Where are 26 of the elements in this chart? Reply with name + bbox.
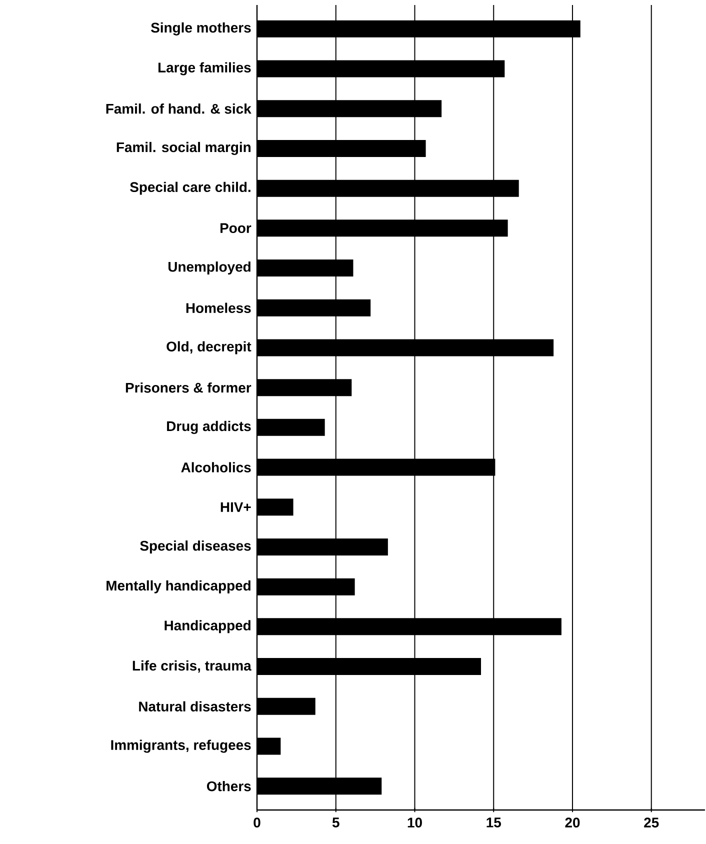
y-tick-label: Immigrants, refugees [111,740,251,753]
y-tick-label: Old, decrepit [166,341,252,354]
y-tick-label: Special care child. [130,182,250,195]
y-tick-label: Special diseases [140,540,251,554]
y-tick-label: Famil. of hand. & sick [106,103,252,114]
y-tick-label: Prisoners & former [126,382,252,393]
y-tick-label: Others [206,780,251,792]
y-tick-label: Unemployed [168,262,250,275]
y-tick-label: Famil. social margin [116,142,250,155]
y-tick-label: Drug addicts [167,420,251,434]
x-tick-label: 25 [644,818,659,828]
y-tick-label: Handicapped [164,620,250,634]
y-tick-label: Homeless [186,302,251,313]
y-tick-label: Alcoholics [181,462,251,472]
y-tick-label: Poor [220,223,252,234]
x-tick-label: 15 [486,818,501,828]
y-tick-label: Mentally handicapped [106,580,250,594]
y-tick-label: Natural disasters [139,701,251,712]
y-tick-label: Large families [158,62,251,76]
y-tick-label: Life crisis, trauma [132,660,252,673]
x-tick-label: 10 [408,818,422,828]
x-tick-label: 0 [254,818,260,828]
y-tick-label: HIV+ [220,502,251,512]
y-tick-label: Single mothers [151,22,251,36]
x-tick-label: 5 [332,818,340,828]
x-tick-label: 20 [565,818,580,828]
